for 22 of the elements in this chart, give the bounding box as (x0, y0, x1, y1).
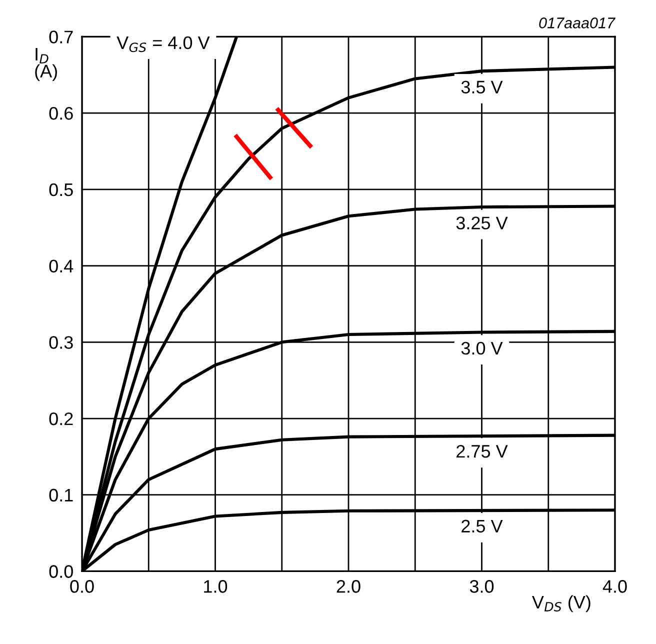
series-label: 3.5 V (461, 80, 503, 94)
y-tick-label: 0.6 (49, 107, 73, 120)
x-tick-label: 4.0 (602, 580, 627, 593)
x-tick-label: 1.0 (204, 580, 228, 593)
y-axis-title: I$_{D}$ (A) (35, 48, 57, 82)
y-tick-label: 0.1 (49, 488, 73, 502)
y-tick-label: 0.2 (49, 412, 73, 426)
y-tick-label: 0.5 (49, 183, 73, 196)
x-tick-label: 2.0 (336, 580, 360, 593)
series-label: 2.5 V (462, 520, 503, 533)
y-tick-label: 0.0 (49, 565, 73, 578)
series-label: 3.25 V (456, 216, 508, 230)
series-label: V$_{GS}$ = 4.0 V (116, 36, 210, 52)
y-tick-label: 0.7 (49, 30, 73, 44)
x-tick-label: 3.0 (470, 580, 494, 593)
series-label: 3.0 V (461, 342, 503, 355)
x-tick-label: 0.0 (70, 580, 94, 593)
text: 017aaa017 (539, 18, 616, 28)
x-axis-title: V$_{DS}$ (V) (532, 595, 590, 612)
series-label: 2.75 V (456, 444, 508, 458)
y-tick-label: 0.3 (49, 336, 73, 349)
y-tick-label: 0.4 (49, 260, 74, 273)
